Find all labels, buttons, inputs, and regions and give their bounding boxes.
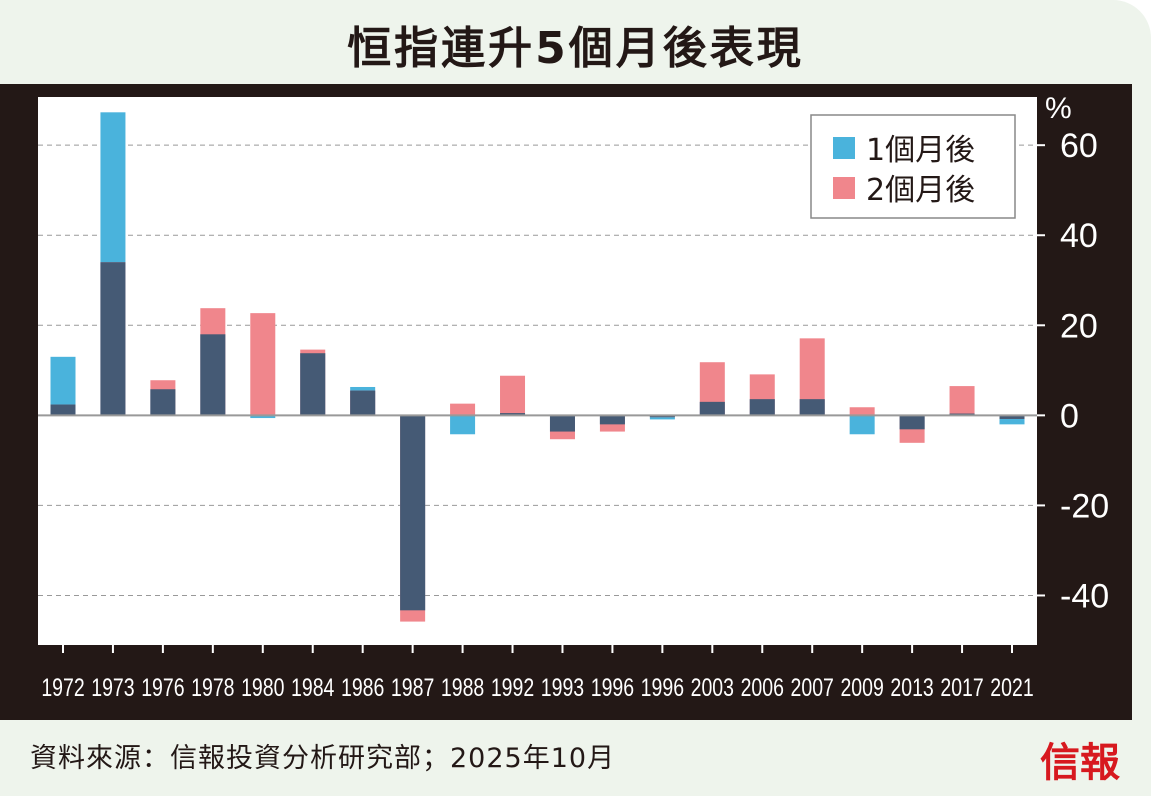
x-tick-label: 1996 xyxy=(641,674,684,702)
x-tick-label: 2006 xyxy=(741,674,784,702)
y-tick-label: 60 xyxy=(1060,127,1098,165)
bar-overlap xyxy=(50,404,76,416)
bar-overlap xyxy=(899,415,925,430)
y-tick-label: 0 xyxy=(1060,397,1079,435)
y-tick-label: -20 xyxy=(1060,487,1109,525)
x-tick-label: 1993 xyxy=(541,674,584,702)
x-tick-label: 1973 xyxy=(91,674,134,702)
bar-2-month xyxy=(250,313,276,416)
bar-2-month xyxy=(949,386,975,416)
x-tick-label: 1986 xyxy=(341,674,384,702)
x-tick-label: 2003 xyxy=(691,674,734,702)
chart-title: 恒指連升5個月後表現 xyxy=(347,23,804,74)
bar-overlap xyxy=(999,415,1025,419)
y-tick-label: 40 xyxy=(1060,217,1098,255)
bar-1-month xyxy=(450,415,476,435)
legend-box xyxy=(810,114,1016,219)
bar-overlap xyxy=(549,415,575,432)
bar-overlap xyxy=(500,413,526,416)
bar-1-month xyxy=(999,415,1025,425)
x-tick-label: 1987 xyxy=(391,674,434,702)
x-tick-label: 2021 xyxy=(990,674,1033,702)
x-tick-label: 2013 xyxy=(890,674,933,702)
x-tick-label: 1978 xyxy=(191,674,234,702)
bar-overlap xyxy=(100,262,126,416)
x-tick-label: 1992 xyxy=(491,674,534,702)
bar-2-month xyxy=(849,407,875,416)
bar-1-month xyxy=(649,415,675,420)
bar-overlap xyxy=(599,415,625,425)
x-tick-label: 2017 xyxy=(940,674,983,702)
bar-overlap xyxy=(799,399,825,416)
bar-overlap xyxy=(400,415,426,611)
legend-swatch xyxy=(833,177,855,199)
bar-overlap xyxy=(200,334,226,416)
legend-label: 1個月後 xyxy=(866,133,975,168)
x-tick-label: 2007 xyxy=(791,674,834,702)
x-tick-label: 1980 xyxy=(241,674,284,702)
bar-1-month xyxy=(849,415,875,435)
bar-overlap xyxy=(699,401,725,416)
y-tick-label: 20 xyxy=(1060,307,1098,345)
x-tick-label: 1984 xyxy=(291,674,334,702)
bar-overlap xyxy=(300,353,326,416)
y-tick-label: -40 xyxy=(1060,577,1109,615)
bar-overlap xyxy=(350,390,376,416)
x-tick-label: 2009 xyxy=(840,674,883,702)
legend-swatch xyxy=(833,137,855,159)
bar-2-month xyxy=(450,403,476,416)
bar-overlap xyxy=(150,389,176,416)
bar-1-month xyxy=(250,415,276,419)
y-axis-unit: % xyxy=(1045,92,1072,125)
legend-label: 2個月後 xyxy=(866,173,975,208)
x-tick-label: 1996 xyxy=(591,674,634,702)
bar-overlap xyxy=(749,399,775,416)
x-tick-label: 1972 xyxy=(41,674,84,702)
logo: 信報 xyxy=(1040,739,1120,786)
source-note: 資料來源：信報投資分析研究部；2025年10月 xyxy=(30,743,616,774)
bar-2-month xyxy=(500,375,526,416)
x-tick-label: 1976 xyxy=(141,674,184,702)
x-tick-label: 1988 xyxy=(441,674,484,702)
